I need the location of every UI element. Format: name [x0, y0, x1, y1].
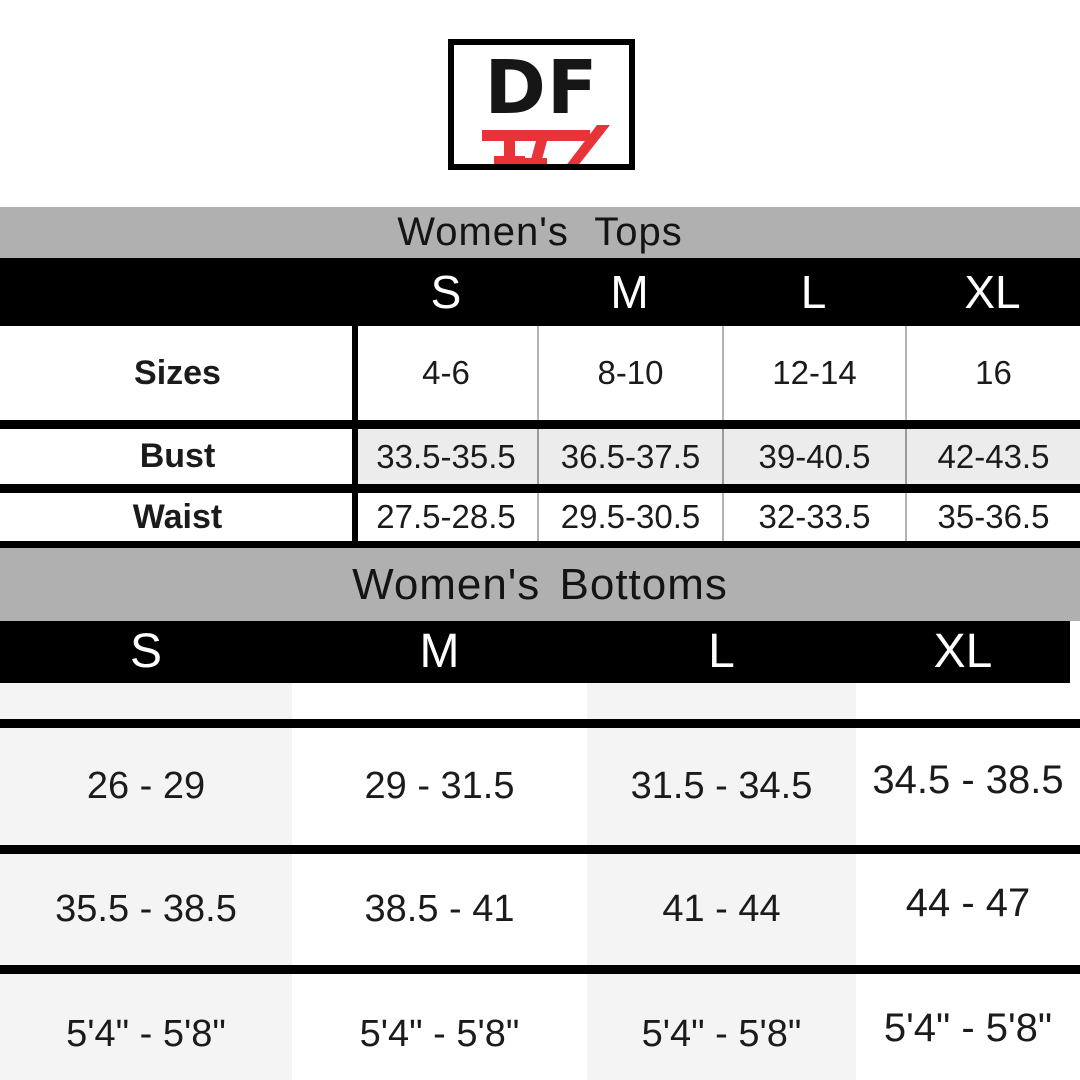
logo-area: DF: [0, 0, 1080, 207]
row-divider: [587, 845, 856, 854]
row-divider: [0, 420, 1080, 429]
row-label-bust: Bust: [139, 437, 216, 475]
bottoms-height-l: 5'4" - 5'8": [641, 1012, 802, 1055]
bottoms-header-xl: XL: [933, 625, 993, 678]
table-row-waist: Waist 27.5-28.5 29.5-30.5 32-33.5 35-36.…: [0, 493, 1080, 541]
row-divider: [856, 719, 1080, 728]
waist-m: 29.5-30.5: [537, 493, 722, 541]
label-column-divider: [352, 326, 358, 541]
bottoms-waist-m: 29 - 31.5: [364, 765, 515, 807]
bottoms-waist-xl: 34.5 - 38.5: [872, 758, 1064, 802]
row-label-sizes: Sizes: [134, 353, 221, 392]
tops-table-body: Sizes 4-6 8-10 12-14 16 Bust 33.5-35.5 3…: [0, 326, 1080, 541]
bottoms-title: Women's Bottoms: [352, 559, 728, 609]
bottoms-column-s: 26 - 29 35.5 - 38.5 5'4" - 5'8": [0, 683, 292, 1080]
tops-header-xl: XL: [964, 266, 1021, 318]
bottoms-column-l: 31.5 - 34.5 41 - 44 5'4" - 5'8": [587, 683, 856, 1080]
bust-s: 33.5-35.5: [355, 429, 537, 484]
logo-monogram: DF: [484, 45, 599, 131]
row-divider: [587, 719, 856, 728]
tops-header-s: S: [430, 266, 462, 318]
row-divider: [292, 719, 587, 728]
empty-cell: [0, 683, 292, 719]
empty-cell: [856, 683, 1080, 713]
bottoms-column-xl: 34.5 - 38.5 44 - 47 5'4" - 5'8": [856, 683, 1080, 1080]
bottoms-header-l: L: [708, 625, 735, 678]
bottoms-header-m: M: [419, 625, 460, 678]
row-divider: [0, 845, 292, 854]
waist-xl: 35-36.5: [905, 493, 1080, 541]
sizes-m: 8-10: [537, 326, 722, 420]
bottoms-title-band: Women's Bottoms: [0, 548, 1080, 621]
bottoms-waist-l: 31.5 - 34.5: [630, 765, 813, 807]
bottoms-hip-l: 41 - 44: [662, 888, 781, 930]
bottoms-header-s: S: [129, 625, 162, 678]
bust-m: 36.5-37.5: [537, 429, 722, 484]
sizes-xl: 16: [905, 326, 1080, 420]
logo-red-arrow-icon: [482, 125, 610, 164]
bottoms-height-s: 5'4" - 5'8": [66, 1012, 226, 1055]
sizes-l: 12-14: [722, 326, 905, 420]
tops-title-band: Women's Tops: [0, 207, 1080, 258]
waist-s: 27.5-28.5: [376, 498, 516, 535]
waist-l: 32-33.5: [722, 493, 905, 541]
row-divider: [292, 845, 587, 854]
row-divider: [0, 965, 292, 974]
sizes-s: 4-6: [422, 354, 470, 391]
row-divider: [856, 965, 1080, 974]
bottoms-height-m: 5'4" - 5'8": [359, 1012, 520, 1055]
bottoms-hip-m: 38.5 - 41: [364, 888, 515, 930]
empty-cell: [587, 683, 856, 719]
tops-header-spacer: [0, 258, 355, 326]
tops-header-l: L: [800, 266, 827, 318]
bottoms-hip-s: 35.5 - 38.5: [55, 888, 237, 930]
bottoms-column-m: 29 - 31.5 38.5 - 41 5'4" - 5'8": [292, 683, 587, 1080]
bust-l: 39-40.5: [722, 429, 905, 484]
bottoms-table-body: 26 - 29 35.5 - 38.5 5'4" - 5'8" 29 - 31.…: [0, 683, 1080, 1080]
section-divider: [0, 541, 1080, 548]
bottoms-waist-s: 26 - 29: [86, 765, 206, 807]
row-divider: [587, 965, 856, 974]
empty-cell: [292, 683, 587, 719]
row-divider: [856, 845, 1080, 854]
row-divider: [0, 484, 1080, 493]
row-divider: [0, 719, 292, 728]
tops-header-m: M: [610, 266, 649, 318]
tops-size-header-row: S M L XL: [0, 258, 1080, 326]
table-row-sizes: Sizes 4-6 8-10 12-14 16: [0, 326, 1080, 420]
tops-title: Women's Tops: [397, 210, 683, 254]
brand-logo: DF: [448, 39, 635, 170]
bottoms-hip-xl: 44 - 47: [905, 881, 1031, 925]
row-label-waist: Waist: [132, 497, 223, 536]
bottoms-size-header-row: S M L XL: [0, 621, 1070, 683]
bottoms-height-xl: 5'4" - 5'8": [883, 1005, 1053, 1050]
bust-xl: 42-43.5: [905, 429, 1080, 484]
row-divider: [292, 965, 587, 974]
table-row-bust: Bust 33.5-35.5 36.5-37.5 39-40.5 42-43.5: [0, 429, 1080, 484]
